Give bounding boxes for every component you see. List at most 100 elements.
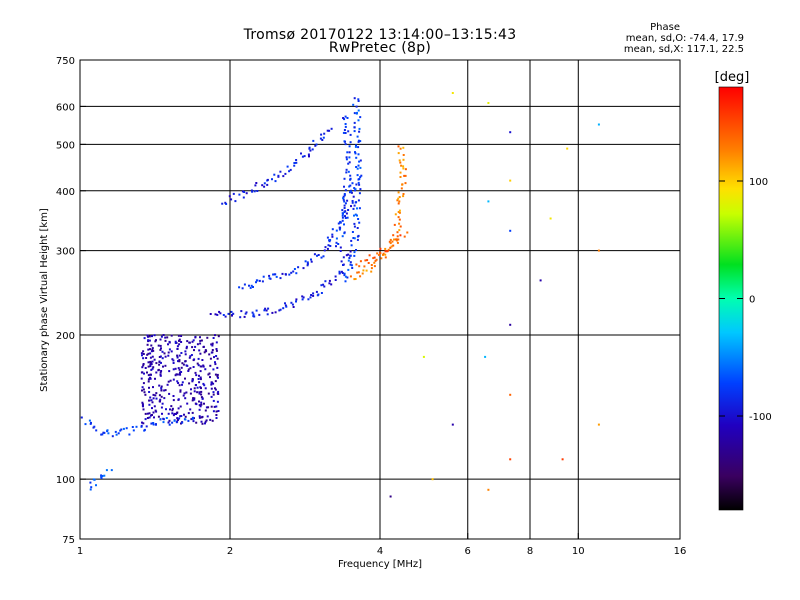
data-point <box>245 311 248 314</box>
data-point <box>367 262 370 264</box>
data-point <box>206 415 209 418</box>
data-point <box>397 211 400 213</box>
data-point <box>185 345 188 348</box>
data-point <box>396 235 399 238</box>
data-point <box>215 349 218 352</box>
data-point <box>164 355 167 358</box>
data-point <box>255 182 258 184</box>
data-point <box>353 214 355 217</box>
data-point <box>347 162 350 165</box>
data-point <box>353 225 356 228</box>
data-point <box>203 402 205 405</box>
data-point <box>341 216 344 219</box>
data-point <box>370 264 373 266</box>
data-point <box>162 418 165 421</box>
data-point <box>509 458 512 461</box>
data-point <box>159 348 162 351</box>
data-point <box>217 390 220 393</box>
y-tick-label: 300 <box>56 247 75 258</box>
data-point <box>398 200 401 203</box>
data-point <box>193 390 196 393</box>
data-point <box>178 360 181 363</box>
data-point <box>368 254 371 257</box>
data-point <box>341 272 344 274</box>
data-point <box>199 405 202 408</box>
data-point <box>149 352 152 355</box>
data-point <box>389 242 392 245</box>
data-point <box>159 371 162 374</box>
data-point <box>293 162 296 164</box>
data-point <box>151 367 154 370</box>
data-point <box>152 423 155 426</box>
data-point <box>198 415 201 418</box>
data-point <box>95 484 97 487</box>
data-point <box>195 421 198 424</box>
data-point <box>211 342 214 345</box>
data-point <box>344 123 347 125</box>
data-point <box>93 478 96 481</box>
data-point <box>406 231 409 234</box>
data-point <box>198 374 200 377</box>
data-point <box>313 253 316 256</box>
data-point <box>293 164 296 167</box>
data-point <box>343 129 346 131</box>
data-point <box>155 339 157 342</box>
data-point <box>191 411 194 414</box>
data-point <box>198 408 201 411</box>
data-point <box>366 259 369 262</box>
data-point <box>402 146 405 149</box>
data-point <box>142 405 144 408</box>
data-point <box>176 411 179 414</box>
data-point <box>349 174 352 177</box>
data-point <box>153 405 156 408</box>
data-point <box>357 146 360 149</box>
data-point <box>345 212 348 215</box>
data-point <box>157 368 160 371</box>
axis-ticks: 1 2 4 6 8 10 16 75 100 200 300 400 500 600 750 <box>56 56 686 557</box>
data-point <box>340 270 343 273</box>
data-point <box>330 283 333 286</box>
data-point <box>422 355 425 358</box>
data-point <box>357 139 360 142</box>
x-tick-label: 16 <box>674 546 687 557</box>
data-point <box>222 314 225 316</box>
data-point <box>190 388 192 391</box>
data-point <box>393 223 396 226</box>
data-point <box>346 117 349 119</box>
data-point <box>400 187 403 190</box>
data-point <box>200 393 203 396</box>
data-point <box>142 357 145 360</box>
data-point <box>314 144 317 147</box>
phase-stats-x: mean, sd,X: 117.1, 22.5 <box>623 44 744 55</box>
data-point <box>320 284 323 287</box>
data-point <box>317 293 320 296</box>
data-point <box>349 177 352 180</box>
data-point <box>357 234 360 237</box>
data-point <box>351 231 354 233</box>
data-point <box>241 190 244 193</box>
data-point <box>178 354 181 357</box>
data-point <box>174 374 177 377</box>
data-point <box>202 365 205 368</box>
data-point <box>297 266 300 269</box>
data-point <box>155 392 158 395</box>
data-point <box>343 204 346 207</box>
data-point <box>150 368 153 371</box>
data-point <box>295 161 298 164</box>
data-point <box>267 307 270 310</box>
data-point <box>404 168 407 171</box>
data-point <box>174 340 177 343</box>
data-point <box>343 272 346 275</box>
data-point <box>158 384 161 387</box>
data-point <box>243 315 246 318</box>
data-point <box>176 419 179 421</box>
data-point <box>392 234 395 237</box>
data-point <box>171 412 174 415</box>
data-point <box>331 233 334 236</box>
data-point <box>310 260 313 263</box>
data-point <box>152 397 155 400</box>
data-point <box>397 191 400 194</box>
data-point <box>89 488 92 491</box>
data-point <box>197 357 200 360</box>
data-point <box>343 274 346 277</box>
